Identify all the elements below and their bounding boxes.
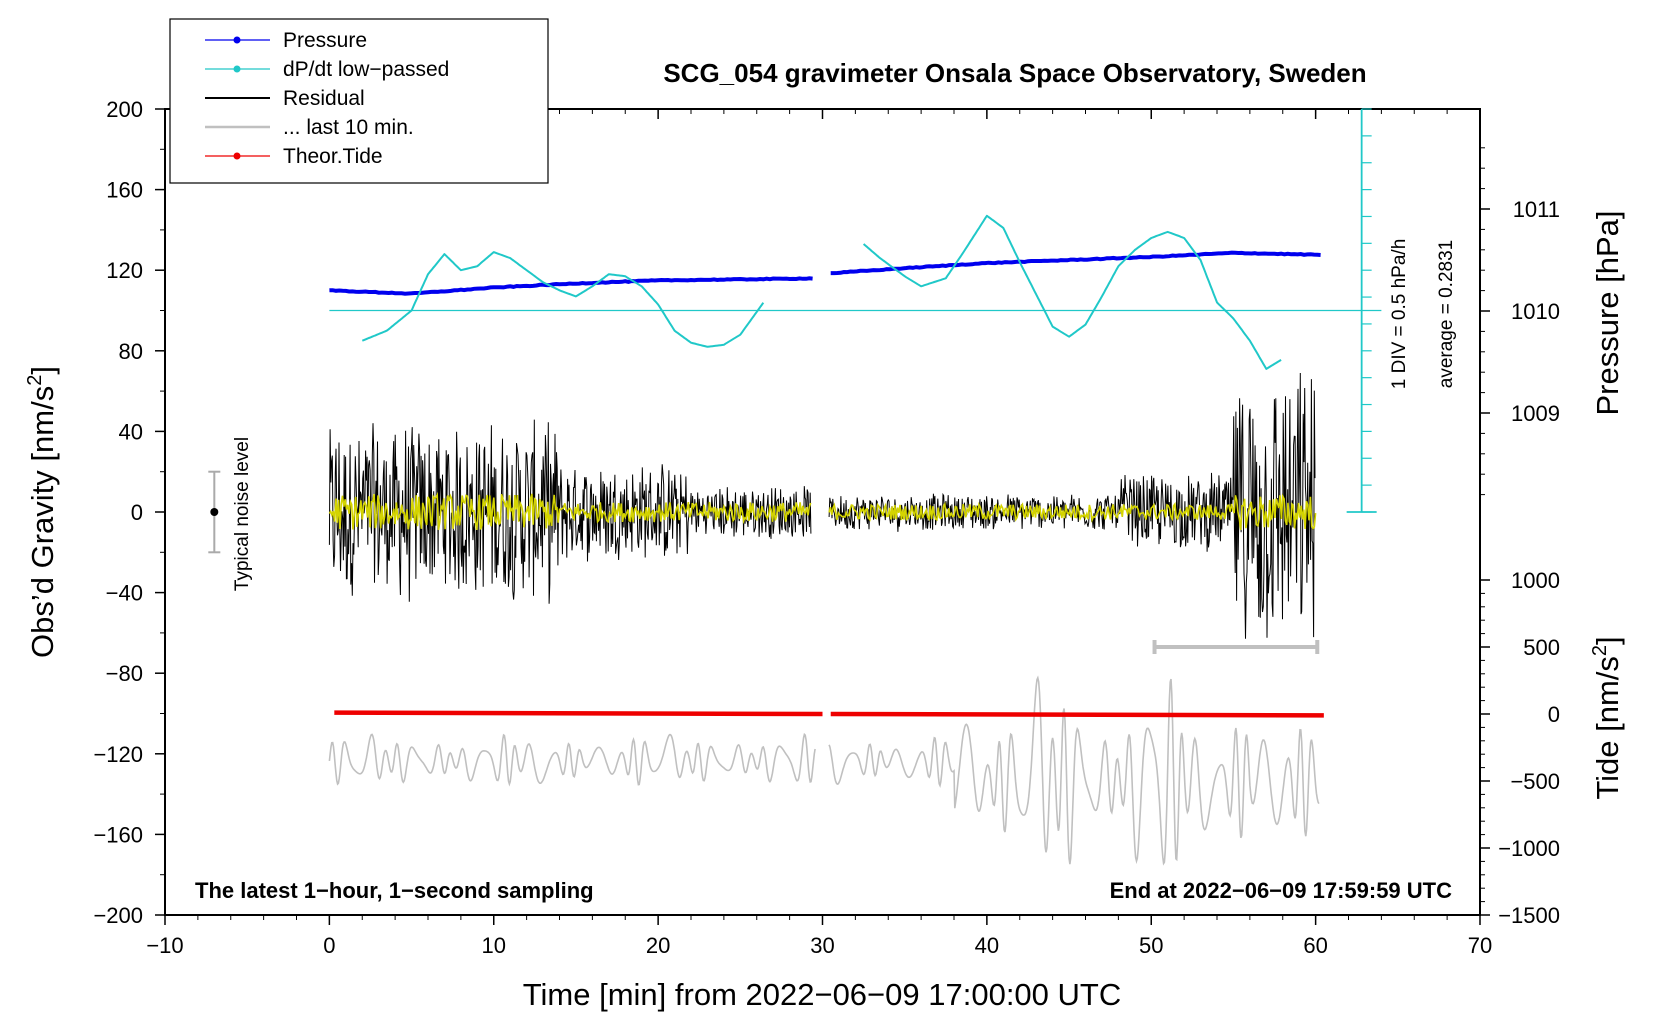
gray-last-10-min-trace: [328, 675, 1320, 866]
pressure-tick-label: 1009: [1511, 401, 1560, 426]
y-axis-title-pressure: Pressure [hPa]: [1590, 210, 1625, 415]
y-tick-label: 40: [119, 419, 143, 444]
x-tick-label: 70: [1468, 933, 1492, 958]
last-10-min-bracket: [1152, 640, 1320, 655]
x-tick-label: 30: [810, 933, 834, 958]
x-tick-label: 50: [1139, 933, 1163, 958]
y-axis-title-left-main: Obs’d Gravity [nm/s: [25, 386, 60, 658]
y-tick-label: 80: [119, 339, 143, 364]
tide-tick-labels: −1500 −1000 −500 0 500 1000: [1498, 568, 1560, 928]
legend-item: Residual: [205, 87, 365, 110]
y-tick-label: 0: [131, 500, 143, 525]
legend-label: dP/dt low−passed: [283, 58, 449, 81]
y-tick-label: −160: [93, 822, 143, 847]
legend-item: ... last 10 min.: [205, 116, 414, 139]
y-axis-title-left: Obs’d Gravity [nm/s2]: [24, 366, 60, 658]
legend-label: Residual: [283, 87, 365, 110]
legend-label: ... last 10 min.: [283, 116, 414, 139]
noise-level-bar: [208, 470, 221, 554]
y-tick-label: −200: [93, 903, 143, 928]
legend: Pressure dP/dt low−passed Residual ... last…: [169, 18, 549, 184]
pressure-segment-1: [830, 250, 1321, 276]
pressure-tick-label: 1010: [1511, 299, 1560, 324]
pressure-segment-0: [329, 276, 813, 296]
tide-tick-label: 500: [1523, 635, 1560, 660]
x-tick-label: −10: [146, 933, 183, 958]
dpdt-average-label: average = 0.2831: [1436, 240, 1457, 388]
legend-swatch-marker: [233, 152, 241, 160]
y-axis-title-left-end: ]: [25, 366, 60, 375]
noise-level-label: Typical noise level: [232, 437, 253, 591]
tide-tick-label: −1500: [1498, 903, 1560, 928]
y-tick-label: 120: [106, 258, 143, 283]
x-tick-label: 60: [1303, 933, 1327, 958]
dpdt-scale-label: 1 DIV = 0.5 hPa/h: [1389, 239, 1410, 390]
annotation-end-time: End at 2022−06−09 17:59:59 UTC: [1110, 878, 1453, 903]
y-tick-label: 160: [106, 178, 143, 203]
y-axis-title-tide-main: Tide [nm/s: [1590, 656, 1625, 800]
x-tick-labels: −10 0 10 20 30 40 50 60 70: [146, 933, 1492, 958]
y-axis-title-tide-end: ]: [1590, 636, 1625, 645]
tide-tick-label: 0: [1548, 702, 1560, 727]
annotation-sampling: The latest 1−hour, 1−second sampling: [195, 878, 594, 903]
legend-label: Theor.Tide: [283, 145, 383, 168]
legend-label: Pressure: [283, 29, 367, 52]
filtered-residual-trace: [328, 492, 1317, 531]
y-tick-labels: −200 −160 −120 −80 −40 0 40 80 120 160 200: [93, 97, 143, 928]
legend-item: Theor.Tide: [205, 145, 383, 168]
dpdt-segment-0: [361, 251, 765, 348]
y-tick-label: −40: [106, 581, 143, 606]
legend-item: dP/dt low−passed: [205, 58, 449, 81]
y-axis-title-left-sup: 2: [24, 375, 46, 386]
noise-bar-dot: [210, 508, 219, 516]
dpdt-segment-1: [862, 214, 1282, 370]
tide-tick-label: −500: [1510, 769, 1560, 794]
x-tick-label: 40: [975, 933, 999, 958]
legend-item: Pressure: [205, 29, 367, 52]
y-axis-title-tide-sup: 2: [1589, 645, 1611, 656]
pressure-tick-label: 1011: [1513, 197, 1560, 222]
legend-items: Pressure dP/dt low−passed Residual ... last…: [205, 29, 449, 168]
y-tick-label: 200: [106, 97, 143, 122]
x-axis-title: Time [min] from 2022−06−09 17:00:00 UTC: [523, 977, 1122, 1012]
pressure-tick-labels: 1009 1010 1011: [1511, 197, 1560, 426]
y-tick-label: −80: [106, 661, 143, 686]
dpdt-scale-bar: [1346, 108, 1377, 513]
x-tick-label: 10: [482, 933, 506, 958]
ticks-layer: [155, 108, 1490, 925]
legend-swatch-marker: [233, 36, 241, 44]
y-axis-title-tide: Tide [nm/s2]: [1589, 636, 1625, 799]
tide-segment-0: [334, 710, 823, 717]
tide-segment-1: [830, 711, 1324, 718]
tide-tick-label: 1000: [1511, 568, 1560, 593]
legend-swatch-marker: [233, 65, 241, 73]
x-tick-label: 0: [323, 933, 335, 958]
y-tick-label: −120: [93, 742, 143, 767]
series-layer: [208, 214, 1382, 866]
chart-title: SCG_054 gravimeter Onsala Space Observat…: [663, 58, 1366, 88]
residual-trace: [328, 372, 1316, 639]
x-tick-label: 20: [646, 933, 670, 958]
tide-tick-label: −1000: [1498, 836, 1560, 861]
